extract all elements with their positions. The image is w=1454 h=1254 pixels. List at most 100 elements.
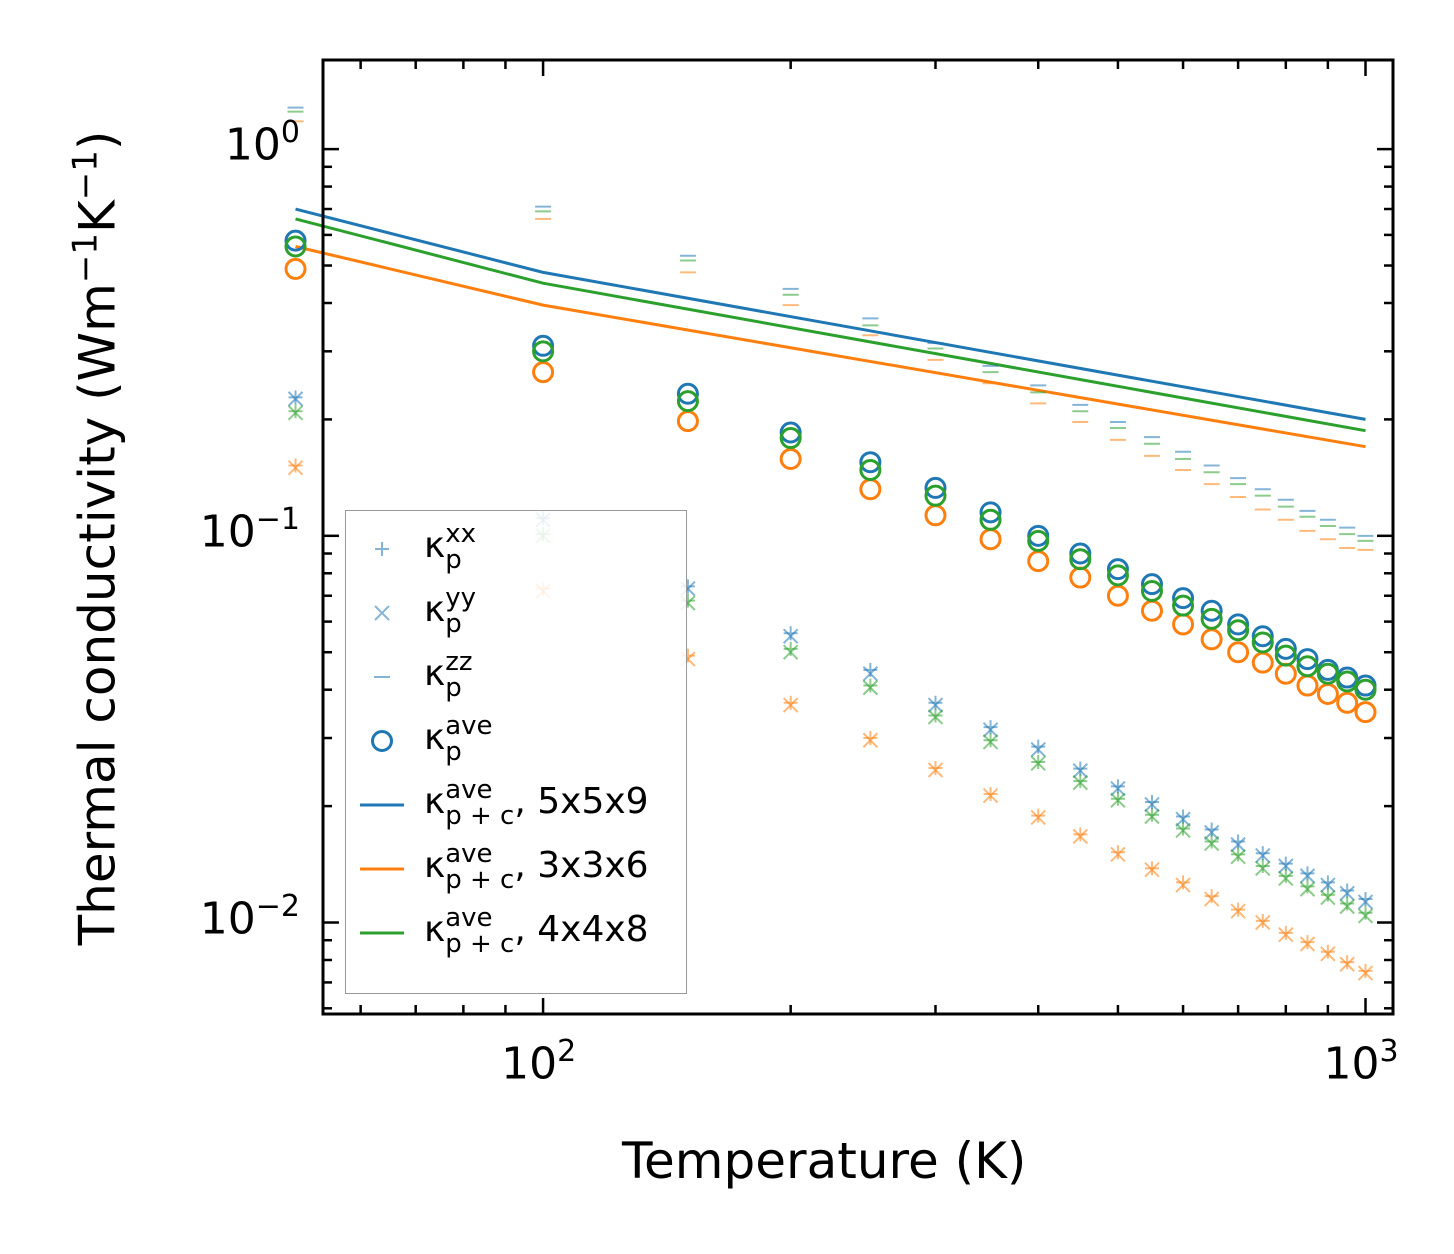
legend-label: κ ave p + c, 3x3x6	[424, 839, 649, 895]
data-point-x	[982, 787, 999, 804]
data-point-circle	[859, 458, 882, 481]
data-point-x	[1320, 889, 1336, 906]
data-point-circle	[1200, 607, 1223, 630]
legend-marker	[360, 931, 404, 935]
data-point-x	[1072, 762, 1089, 779]
data-point-plus	[288, 390, 303, 405]
data-point-x	[927, 762, 944, 778]
data-point-plus	[783, 695, 798, 710]
data-point-plus	[1231, 834, 1246, 849]
data-point-plus	[1300, 866, 1315, 881]
data-point-circle	[1354, 701, 1377, 724]
data-point-plus	[1110, 845, 1125, 860]
data-point-plus	[1031, 808, 1046, 823]
y-axis-label-unit: K	[68, 200, 127, 234]
data-point-plus	[863, 678, 878, 693]
data-point-plus	[1300, 935, 1315, 950]
data-point-circle	[1172, 594, 1195, 617]
data-point-x	[1339, 956, 1355, 972]
data-point-circle	[779, 427, 802, 450]
series-line	[295, 207, 1366, 421]
data-point-x	[1203, 824, 1220, 841]
y-tick-label: 100	[224, 115, 300, 171]
data-point-circle	[979, 501, 1002, 524]
data-point-plus	[1320, 887, 1335, 902]
data-point-x	[1203, 891, 1220, 907]
data-point-x	[862, 679, 879, 696]
y-tick-label: 10−2	[199, 888, 300, 945]
legend: κ xx p κ yy p κ zz p κ ave p κ ave p + c, 5x5x9 κ ave p +…	[345, 510, 687, 994]
data-point-x	[1175, 811, 1191, 827]
y-tick-label: 10−1	[199, 501, 300, 558]
data-point-x	[1230, 836, 1246, 853]
data-point-plus	[1358, 905, 1373, 920]
data-point-plus	[983, 720, 998, 735]
legend-entry: κ yy p	[346, 583, 686, 643]
data-point-circle	[1172, 587, 1195, 610]
data-point-x	[1357, 908, 1374, 924]
data-point-plus	[288, 404, 303, 419]
data-point-x	[982, 734, 999, 750]
data-point-plus	[1176, 821, 1191, 836]
data-point-circle	[284, 229, 307, 252]
data-point-plus	[1204, 889, 1219, 904]
data-point-x	[1175, 877, 1191, 893]
data-point-x	[782, 644, 799, 660]
data-point-circle	[1106, 584, 1129, 607]
data-point-x	[1144, 796, 1160, 813]
data-point-x	[1339, 898, 1355, 915]
data-point-plus	[288, 458, 303, 473]
data-point-x	[1175, 822, 1191, 839]
legend-entry: κ ave p + c, 5x5x9	[346, 775, 686, 835]
data-point-plus	[983, 786, 998, 801]
data-point-plus	[783, 626, 798, 641]
data-point-circle	[1274, 637, 1297, 660]
data-point-circle	[979, 528, 1002, 551]
data-point-circle	[1274, 662, 1297, 685]
data-point-circle	[1172, 613, 1195, 636]
data-point-circle	[1296, 648, 1319, 671]
data-point-circle	[979, 508, 1002, 531]
data-point-plus	[1144, 794, 1159, 809]
data-point-circle	[284, 235, 307, 258]
data-point-circle	[676, 390, 699, 413]
data-point-circle	[532, 361, 555, 384]
data-point-plus	[1340, 896, 1355, 911]
data-point-x	[862, 732, 879, 748]
data-point-x	[1072, 828, 1089, 845]
data-point-plus	[1073, 774, 1088, 789]
data-point-x	[287, 460, 304, 476]
data-point-plus	[1031, 739, 1046, 754]
legend-entry: κ ave p + c, 4x4x8	[346, 903, 686, 963]
data-point-plus	[783, 641, 798, 656]
data-point-circle	[676, 382, 699, 405]
data-point-x	[1255, 847, 1271, 864]
series-line	[295, 245, 1366, 449]
data-point-circle	[1027, 529, 1050, 552]
legend-marker-swatch	[371, 730, 393, 752]
legend-label: κ yy p	[424, 583, 476, 639]
data-point-plus	[1176, 875, 1191, 890]
legend-marker-swatch	[375, 542, 389, 556]
data-point-x	[1299, 868, 1316, 884]
data-point-plus	[1278, 925, 1293, 940]
data-point-circle	[1316, 682, 1339, 705]
data-point-x	[1278, 858, 1294, 874]
data-point-circle	[1227, 619, 1250, 642]
data-point-circle	[532, 340, 555, 363]
data-point-x	[287, 391, 304, 407]
data-point-plus	[1278, 856, 1293, 871]
data-point-x	[1339, 885, 1355, 902]
data-point-x	[1299, 936, 1316, 952]
legend-marker	[371, 730, 393, 752]
data-point-circle	[1069, 566, 1092, 589]
y-axis-label-text: Thermal conductivity (Wm	[68, 283, 127, 946]
data-point-circle	[1316, 662, 1339, 685]
data-point-circle	[779, 447, 802, 470]
data-point-plus	[1340, 955, 1355, 970]
data-point-plus	[1300, 879, 1315, 894]
data-point-circle	[1140, 579, 1163, 602]
data-point-plus	[1358, 892, 1373, 907]
data-point-x	[1030, 809, 1046, 826]
